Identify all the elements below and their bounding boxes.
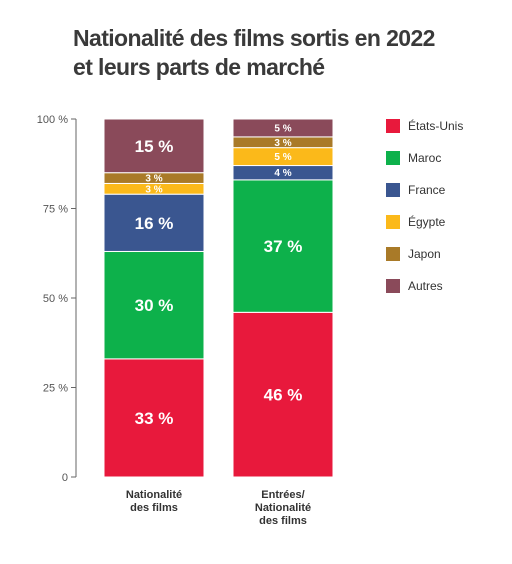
bar-segment-autres (103, 118, 205, 174)
data-label: 3 % (274, 138, 291, 149)
chart-title-line-1: Nationalité des films sortis en 2022 (73, 25, 435, 51)
y-tick-label: 100 % (37, 114, 68, 126)
data-label: 3 % (145, 184, 162, 195)
legend-label-autres: Autres (408, 279, 443, 293)
y-tick-label: 75 % (43, 204, 68, 216)
legend-label-japon: Japon (408, 247, 441, 261)
bar-segment-etats-unis (232, 311, 334, 478)
data-label: 30 % (135, 296, 174, 315)
bar-segment-autres (232, 118, 334, 138)
x-category-label: Entrées/Nationalité des films (255, 489, 311, 527)
data-label: 5 % (274, 123, 291, 134)
data-label: 46 % (264, 386, 303, 405)
y-tick-label: 50 % (43, 293, 68, 305)
data-label: 33 % (135, 409, 174, 428)
y-tick-label: 25 % (43, 383, 68, 395)
data-label: 37 % (264, 237, 303, 256)
legend-label-maroc: Maroc (408, 151, 441, 165)
legend-label-france: France (408, 183, 446, 197)
chart-title: Nationalité des films sortis en 2022 et … (73, 24, 503, 82)
x-category-label: Nationalité des films (126, 489, 182, 514)
data-label: 16 % (135, 214, 174, 233)
data-label: 15 % (135, 137, 174, 156)
legend-swatch-autres (386, 279, 400, 293)
data-label: 3 % (145, 174, 162, 185)
legend-label-etats-unis: États-Unis (408, 118, 463, 133)
bar-segment-maroc (103, 250, 205, 360)
legend-swatch-maroc (386, 151, 400, 165)
data-label: 5 % (274, 152, 291, 163)
legend-swatch-japon (386, 247, 400, 261)
legend-swatch-etats-unis (386, 119, 400, 133)
y-tick-label: 0 (62, 472, 68, 484)
bar-segment-maroc (232, 179, 334, 313)
bar-segment-etats-unis (103, 358, 205, 478)
legend-swatch-france (386, 183, 400, 197)
legend-label-egypte: Égypte (408, 214, 446, 229)
legend-swatch-egypte (386, 215, 400, 229)
data-label: 4 % (274, 168, 291, 179)
chart-title-line-2: et leurs parts de marché (73, 54, 325, 80)
